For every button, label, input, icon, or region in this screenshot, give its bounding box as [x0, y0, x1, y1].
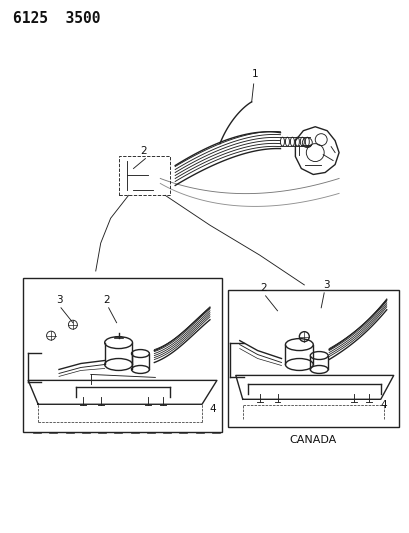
Bar: [23, 278, 221, 432]
Text: 6125  3500: 6125 3500: [13, 11, 101, 26]
Text: 2: 2: [103, 295, 110, 305]
Text: 2: 2: [260, 283, 266, 293]
Text: 4: 4: [209, 404, 216, 414]
Text: 3: 3: [56, 295, 62, 305]
Bar: [227, 290, 398, 427]
Bar: [118, 156, 170, 196]
Text: 4: 4: [380, 400, 386, 410]
Text: 3: 3: [322, 280, 329, 290]
Text: CANADA: CANADA: [289, 435, 336, 445]
Text: 2: 2: [140, 146, 147, 156]
Text: 1: 1: [251, 69, 257, 79]
